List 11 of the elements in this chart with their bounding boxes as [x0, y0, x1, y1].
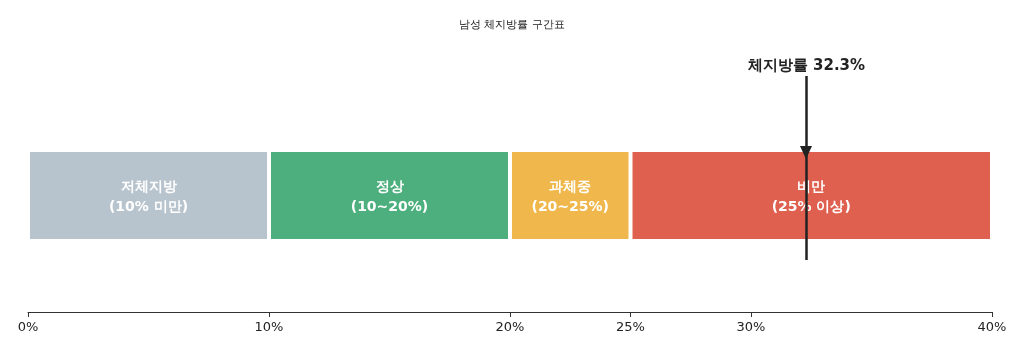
series-label: 정상 (10~20%) [350, 177, 429, 214]
series-label: 과체중 (20~25%) [531, 177, 610, 214]
x-tick-label: 40% [977, 319, 1007, 334]
x-tick-label: 20% [495, 319, 525, 334]
chart-title: 남성 체지방률 구간표 [459, 18, 565, 31]
x-tick-label: 25% [616, 319, 645, 334]
x-tick-label: 30% [736, 319, 766, 334]
series-label: 저체지방 (10% 미만) [108, 177, 189, 214]
x-tick-label: 0% [17, 319, 39, 334]
ref-line-label: 체지방률 32.3% [746, 55, 866, 74]
x-tick-label: 10% [254, 319, 284, 334]
